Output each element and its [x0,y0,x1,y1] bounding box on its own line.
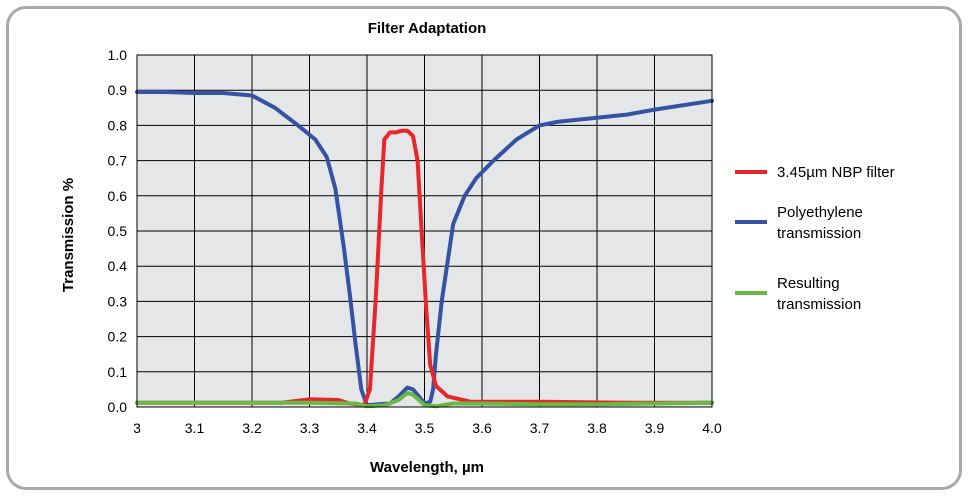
x-tick-label: 3.1 [185,420,205,436]
y-tick-label: 0.5 [108,223,128,239]
legend-label-resulting-2: transmission [777,296,861,313]
y-tick-label: 0.4 [108,258,128,274]
legend-label-resulting-1: Resulting [777,275,840,292]
x-tick-label: 4.0 [702,420,722,436]
tick-labels: 3 3.1 3.2 3.3 3.4 3.5 3.6 3.7 3.8 3.9 4.0 0.0 0.1 0.2… [108,47,722,436]
x-tick-label: 3 [133,420,141,436]
y-tick-label: 0.8 [108,117,128,133]
chart-title: Filter Adaptation [368,20,487,37]
x-tick-label: 3.6 [472,420,492,436]
y-tick-label: 0.6 [108,188,128,204]
y-tick-label: 0.7 [108,153,128,169]
y-tick-label: 1.0 [108,47,128,63]
y-tick-label: 0.3 [108,293,128,309]
x-tick-label: 3.7 [530,420,550,436]
series-line-resulting [135,390,714,409]
y-tick-label: 0.1 [108,364,128,380]
y-tick-label: 0.0 [108,399,128,415]
series-line-polyethylene [135,90,714,408]
x-tick-label: 3.5 [415,420,435,436]
legend: 3.45µm NBP filter Polyethylene transmiss… [735,164,895,313]
y-tick-label: 0.9 [108,82,128,98]
legend-label-filter: 3.45µm NBP filter [777,164,895,181]
series-lines [135,90,714,409]
plot-border [136,54,713,408]
y-axis-label: Transmission % [60,178,77,292]
legend-label-polyethylene-2: transmission [777,225,861,242]
x-tick-label: 3.9 [645,420,665,436]
legend-label-polyethylene-1: Polyethylene [777,204,863,221]
x-tick-label: 3.3 [300,420,320,436]
x-axis-label: Wavelength, µm [370,459,484,476]
x-tick-label: 3.2 [242,420,262,436]
y-tick-label: 0.2 [108,329,128,345]
x-tick-label: 3.8 [587,420,607,436]
x-tick-label: 3.4 [357,420,377,436]
